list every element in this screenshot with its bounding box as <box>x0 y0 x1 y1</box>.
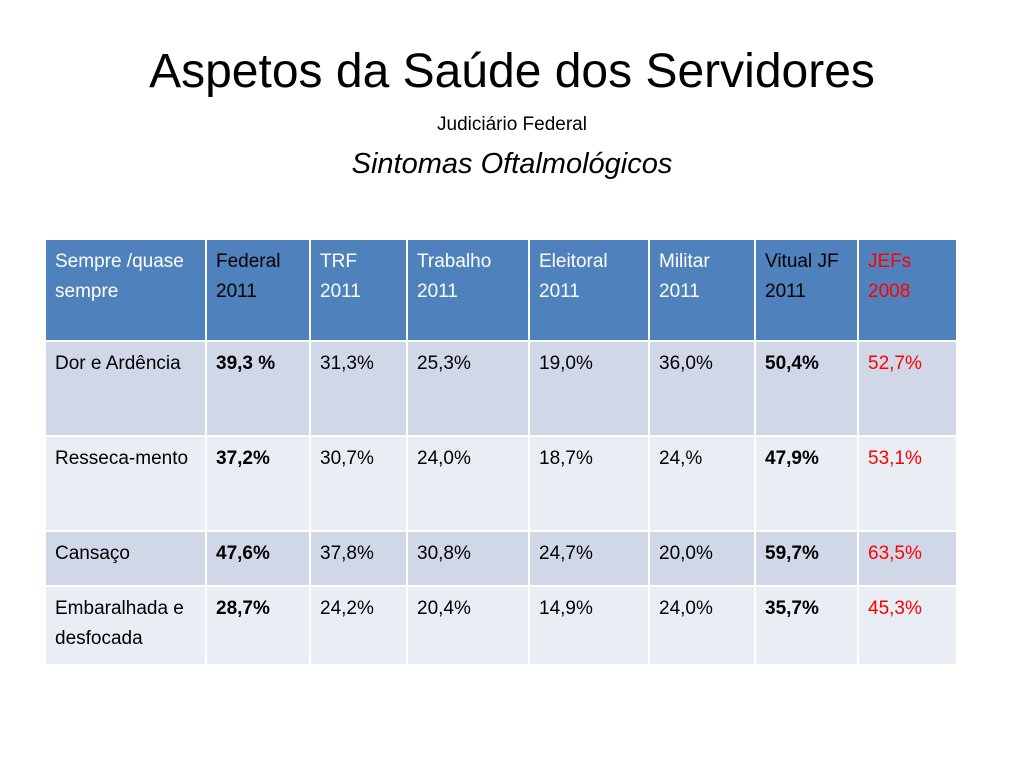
table-cell: 53,1% <box>857 435 958 532</box>
table-cell: 19,0% <box>528 340 650 437</box>
table-cell: 35,7% <box>754 585 859 666</box>
table-cell: 25,3% <box>406 340 530 437</box>
table-cell: 63,5% <box>857 530 958 587</box>
table-header-row: Sempre /quase sempre Federal 2011 TRF 20… <box>44 238 958 342</box>
header-cell-trabalho: Trabalho 2011 <box>406 238 530 342</box>
slide-subtitle: Judiciário Federal <box>437 114 587 135</box>
table-cell: 30,8% <box>406 530 530 587</box>
header-cell-trf: TRF 2011 <box>309 238 408 342</box>
header-cell-federal: Federal 2011 <box>205 238 311 342</box>
row-label: Embaralhada e desfocada <box>44 585 207 666</box>
table-cell: 37,2% <box>205 435 311 532</box>
header-cell-eleitoral: Eleitoral 2011 <box>528 238 650 342</box>
symptoms-table: Sempre /quase sempre Federal 2011 TRF 20… <box>44 238 958 666</box>
slide-section-title: Sintomas Oftalmológicos <box>351 148 673 180</box>
table-cell: 14,9% <box>528 585 650 666</box>
header-cell-militar: Militar 2011 <box>648 238 756 342</box>
table-cell: 47,9% <box>754 435 859 532</box>
row-label: Resseca-mento <box>44 435 207 532</box>
header-cell-jefs: JEFs 2008 <box>857 238 958 342</box>
table-cell: 24,7% <box>528 530 650 587</box>
table-cell: 36,0% <box>648 340 756 437</box>
table-cell: 24,0% <box>406 435 530 532</box>
table-row: Dor e Ardência 39,3 % 31,3% 25,3% 19,0% … <box>44 340 958 437</box>
table-cell: 37,8% <box>309 530 408 587</box>
table-cell: 24,0% <box>648 585 756 666</box>
table-cell: 39,3 % <box>205 340 311 437</box>
header-cell-vitual: Vitual JF 2011 <box>754 238 859 342</box>
table-cell: 20,4% <box>406 585 530 666</box>
table-cell: 24,2% <box>309 585 408 666</box>
slide-title: Aspetos da Saúde dos Servidores <box>149 45 875 98</box>
table-cell: 52,7% <box>857 340 958 437</box>
table-cell: 20,0% <box>648 530 756 587</box>
header-cell-symptom: Sempre /quase sempre <box>44 238 207 342</box>
row-label: Cansaço <box>44 530 207 587</box>
table-cell: 45,3% <box>857 585 958 666</box>
table-row: Resseca-mento 37,2% 30,7% 24,0% 18,7% 24… <box>44 435 958 532</box>
table-cell: 24,% <box>648 435 756 532</box>
table-cell: 18,7% <box>528 435 650 532</box>
table-cell: 31,3% <box>309 340 408 437</box>
table-row: Embaralhada e desfocada 28,7% 24,2% 20,4… <box>44 585 958 666</box>
table-cell: 30,7% <box>309 435 408 532</box>
table-row: Cansaço 47,6% 37,8% 30,8% 24,7% 20,0% 59… <box>44 530 958 587</box>
table-cell: 28,7% <box>205 585 311 666</box>
table-cell: 59,7% <box>754 530 859 587</box>
row-label: Dor e Ardência <box>44 340 207 437</box>
table-cell: 47,6% <box>205 530 311 587</box>
table-cell: 50,4% <box>754 340 859 437</box>
